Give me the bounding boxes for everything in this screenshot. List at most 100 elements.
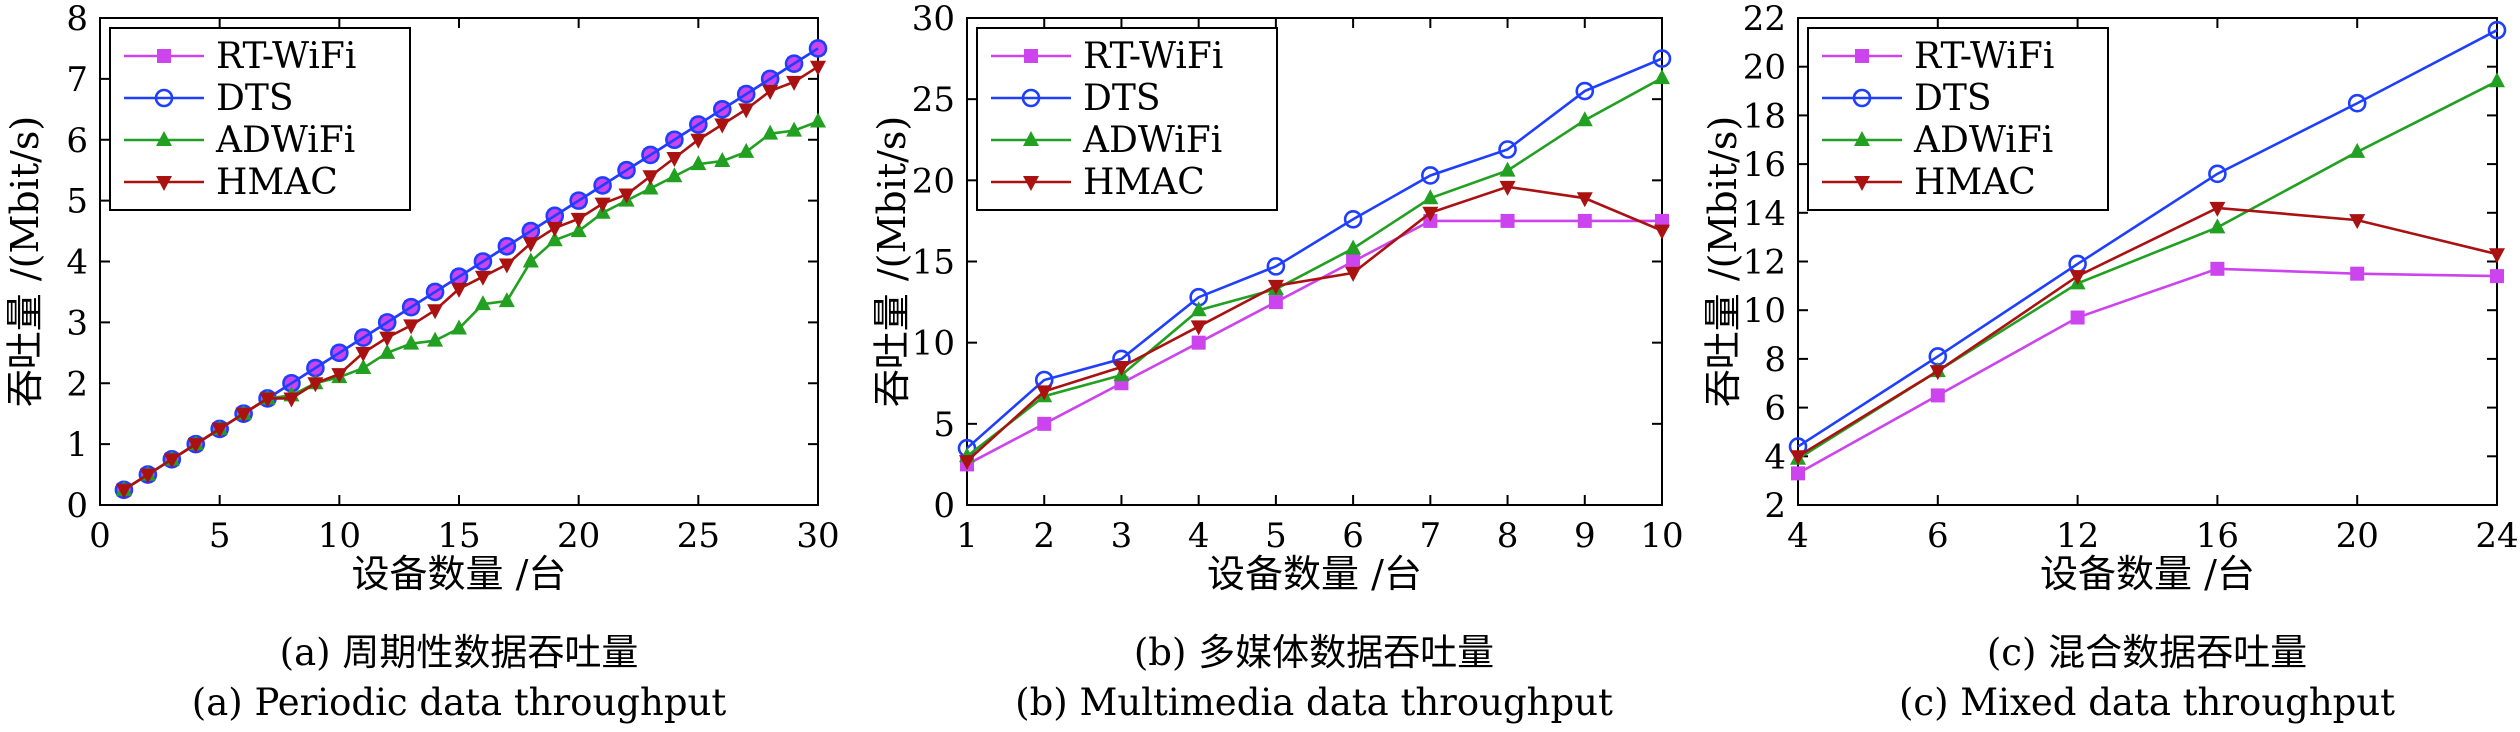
data-point: [810, 60, 826, 76]
data-point: [187, 438, 204, 454]
data-point: [522, 237, 539, 253]
series-line: [966, 76, 1663, 458]
panel-caption-cn: (b) 多媒体数据吞吐量: [1134, 631, 1494, 674]
data-point: [642, 179, 659, 195]
data-point: [497, 236, 517, 256]
data-point: [1575, 81, 1595, 101]
data-point: [762, 124, 779, 140]
data-point: [1345, 266, 1362, 282]
y-tick-label: 6: [1764, 389, 1786, 429]
legend-swatch-marker: [154, 88, 174, 108]
x-tick-label: 16: [2196, 516, 2239, 556]
data-point: [379, 331, 396, 347]
series-line: [1797, 267, 2498, 475]
data-point: [2209, 218, 2226, 234]
data-point: [738, 103, 755, 119]
legend-label: RT-WiFi: [216, 36, 356, 77]
x-tick-label: 3: [1111, 516, 1133, 556]
data-point: [1929, 365, 1946, 381]
legend-swatch-marker: [1854, 176, 1870, 191]
data-point: [2347, 93, 2367, 113]
chart-panel-a: 0 1 2 3 4 5 6 7 8 0 5 10 15 20 25 30 设备数量 /台 吞吐量 /(Mbit/s…: [3, 0, 840, 724]
data-point: [784, 54, 804, 73]
data-point: [666, 152, 683, 168]
legend-swatch-marker: [1852, 88, 1872, 108]
data-point: [401, 297, 421, 317]
data-point: [786, 121, 803, 137]
legend-swatch-marker: [1854, 131, 1870, 146]
data-point: [1790, 450, 1806, 466]
x-tick-label: 20: [557, 516, 600, 556]
y-tick-label: 8: [66, 0, 88, 39]
data-point: [808, 39, 828, 58]
data-point: [546, 231, 563, 247]
data-point: [810, 112, 826, 128]
data-point: [2070, 310, 2085, 325]
y-tick-label: 8: [1764, 340, 1786, 380]
x-tick-label: 10: [1640, 516, 1683, 556]
data-point: [2209, 201, 2226, 217]
series-line: [1797, 29, 2498, 448]
x-tick-label: 12: [2056, 516, 2099, 556]
x-tick-label: 1: [956, 516, 978, 556]
data-point: [1037, 416, 1052, 431]
series-hmac: [115, 60, 826, 499]
panel-caption-en: (b) Multimedia data throughput: [1015, 681, 1613, 724]
data-point: [786, 75, 803, 91]
data-point: [403, 319, 420, 335]
data-point: [474, 270, 491, 286]
data-point: [642, 170, 659, 186]
data-point: [2210, 261, 2225, 276]
legend-label: RT-WiFi: [1083, 36, 1223, 77]
y-tick-label: 6: [66, 121, 88, 161]
x-tick-label: 15: [437, 516, 480, 556]
data-point: [283, 392, 300, 408]
y-tick-label: 14: [1743, 194, 1786, 234]
y-tick-label: 10: [1743, 291, 1786, 331]
data-point: [641, 145, 660, 165]
y-tick-label: 20: [1743, 48, 1786, 88]
legend-swatch-marker: [157, 49, 171, 63]
y-axis-label: 吞吐量 /(Mbit/s): [870, 116, 914, 408]
data-point: [546, 222, 563, 238]
legend-label: RT-WiFi: [1914, 36, 2054, 77]
y-axis-label: 吞吐量 /(Mbit/s): [1701, 116, 1745, 408]
legend-swatch-marker: [1023, 176, 1039, 191]
data-point: [1343, 209, 1363, 229]
data-point: [2489, 248, 2505, 264]
series-line: [1797, 206, 2498, 458]
data-point: [569, 191, 588, 210]
x-tick-label: 8: [1497, 516, 1519, 556]
legend-label: HMAC: [1914, 162, 2036, 203]
data-point: [1654, 224, 1670, 240]
legend-label: DTS: [1083, 78, 1161, 119]
panel-caption-en: (a) Periodic data throughput: [192, 681, 727, 724]
data-point: [235, 407, 252, 423]
x-tick-label: 9: [1574, 516, 1596, 556]
data-point: [570, 212, 587, 228]
x-tick-label: 7: [1420, 516, 1442, 556]
y-tick-label: 18: [1743, 96, 1786, 136]
data-point: [1267, 279, 1284, 295]
series-hmac: [1790, 201, 2505, 466]
x-tick-label: 20: [2336, 516, 2379, 556]
series-line: [966, 219, 1662, 466]
x-tick-label: 2: [1033, 516, 1055, 556]
legend-label: HMAC: [216, 162, 338, 203]
legend-label: ADWiFi: [1082, 120, 1222, 161]
data-point: [617, 160, 636, 180]
legend-label: HMAC: [1083, 162, 1205, 203]
data-point: [2349, 214, 2366, 230]
y-tick-label: 5: [933, 405, 955, 445]
data-point: [1190, 320, 1207, 336]
y-tick-label: 30: [912, 0, 955, 39]
chart-panel-b: 0 5 10 15 20 25 30 1 2 3 4 5 6 7 8 9 10 设备数量 /台 吞吐量 /(Mbit…: [870, 0, 1684, 724]
data-point: [594, 197, 611, 213]
y-tick-label: 4: [66, 243, 88, 283]
y-tick-label: 10: [912, 324, 955, 364]
data-point: [498, 292, 515, 308]
legend-swatch-marker: [1021, 88, 1041, 108]
y-tick-label: 2: [1764, 486, 1786, 526]
data-point: [353, 328, 373, 347]
